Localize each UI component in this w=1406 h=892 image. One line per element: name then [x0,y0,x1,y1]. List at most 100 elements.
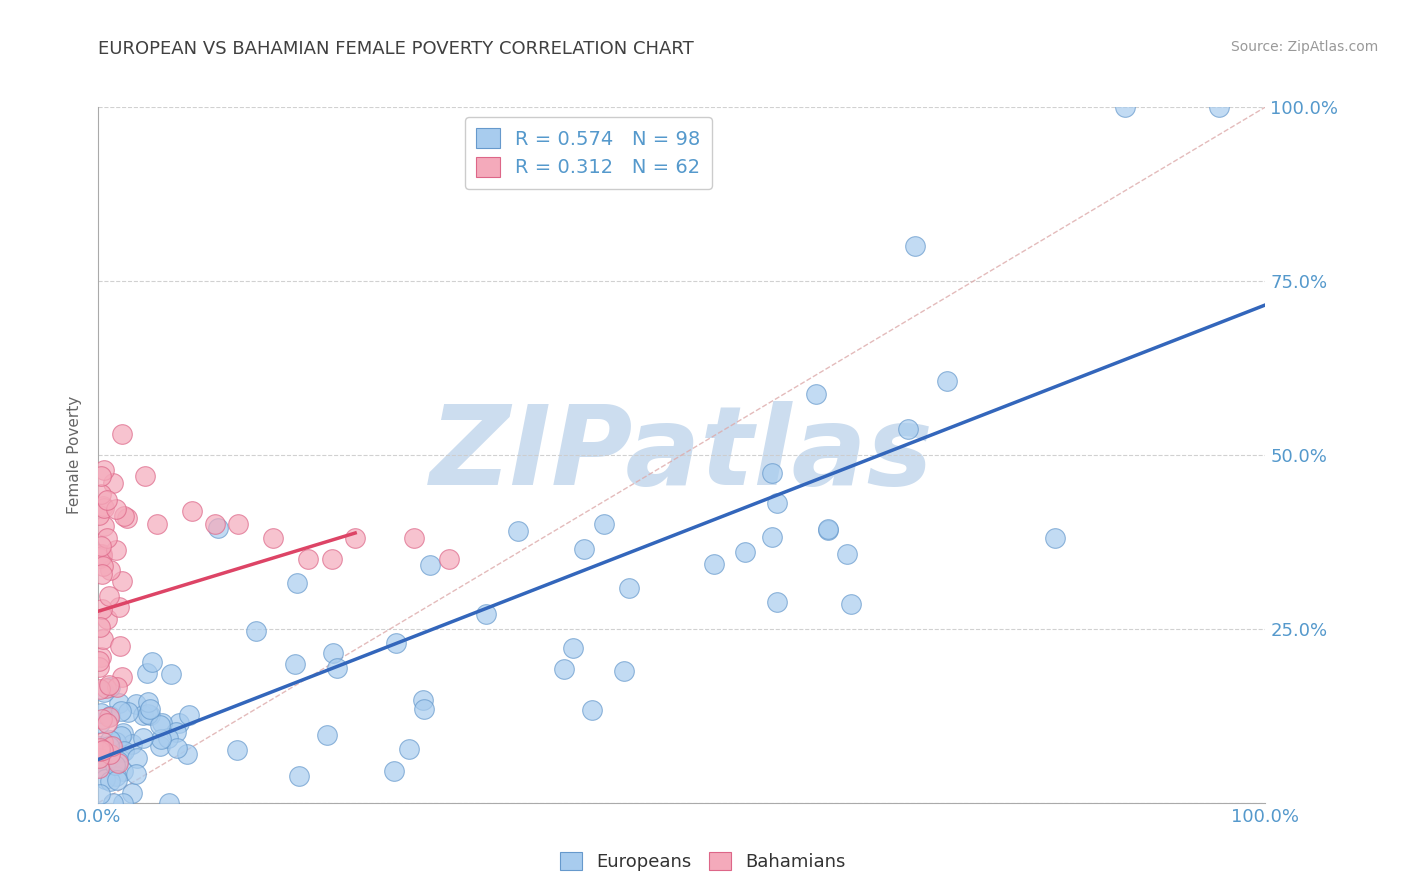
Point [89,551,111,566]
Point [322,647,344,661]
Point [101,796,124,810]
Point [132,731,155,745]
Point [104,502,127,516]
Point [326,661,349,675]
Point [228,517,250,532]
Point [117,705,139,719]
Point [91,632,114,646]
Point [613,665,636,679]
Text: ZIPatlas: ZIPatlas [430,401,934,508]
Point [87,751,110,765]
Point [437,552,460,566]
Point [806,387,828,401]
Point [89,760,111,774]
Y-axis label: Female Poverty: Female Poverty [67,396,83,514]
Point [108,696,131,710]
Point [91,499,114,513]
Point [761,466,783,480]
Point [572,541,595,556]
Point [157,796,180,810]
Point [156,731,179,746]
Point [121,786,143,800]
Point [817,522,839,536]
Point [96,716,118,731]
Point [108,599,131,614]
Point [841,597,863,611]
Point [89,741,111,756]
Point [89,716,111,731]
Legend: R = 0.574   N = 98, R = 0.312   N = 62: R = 0.574 N = 98, R = 0.312 N = 62 [465,117,713,189]
Point [90,487,112,501]
Point [315,728,337,742]
Point [111,796,134,810]
Point [207,521,229,535]
Point [90,649,112,664]
Point [93,519,115,533]
Point [90,549,112,564]
Point [177,707,200,722]
Point [89,620,111,634]
Point [112,508,135,523]
Point [138,702,160,716]
Point [285,576,308,591]
Point [101,739,124,753]
Point [180,503,202,517]
Point [110,729,132,743]
Point [97,739,120,753]
Point [474,607,496,621]
Point [107,680,129,694]
Point [89,761,111,775]
Point [89,739,111,753]
Point [262,532,284,546]
Point [97,678,120,692]
Point [149,717,172,731]
Point [176,747,198,762]
Point [904,239,927,253]
Point [734,544,756,558]
Point [110,704,132,718]
Point [897,422,920,436]
Point [593,516,616,531]
Point [111,725,134,739]
Point [108,639,131,653]
Point [96,493,118,508]
Point [93,500,115,515]
Point [96,681,118,696]
Point [766,595,789,609]
Point [150,716,173,731]
Point [1045,532,1067,546]
Point [90,753,112,767]
Point [125,697,148,711]
Point [581,702,603,716]
Point [149,732,172,747]
Point [107,756,129,771]
Point [90,602,112,616]
Point [90,469,112,483]
Point [89,681,111,696]
Point [111,574,134,588]
Point [90,547,112,561]
Point [94,772,117,786]
Point [703,557,725,571]
Point [139,707,162,722]
Point [91,567,114,582]
Point [412,692,434,706]
Point [136,706,159,721]
Point [419,558,441,573]
Point [287,769,309,783]
Legend: Europeans, Bahamians: Europeans, Bahamians [553,845,853,879]
Point [132,707,155,722]
Point [413,702,436,716]
Point [90,539,112,553]
Point [87,508,110,523]
Point [111,669,134,683]
Point [136,695,159,709]
Point [93,558,115,573]
Point [297,552,319,566]
Point [135,665,157,680]
Point [89,744,111,758]
Text: EUROPEAN VS BAHAMIAN FEMALE POVERTY CORRELATION CHART: EUROPEAN VS BAHAMIAN FEMALE POVERTY CORR… [98,40,695,58]
Point [111,427,134,442]
Point [402,532,425,546]
Point [115,511,138,525]
